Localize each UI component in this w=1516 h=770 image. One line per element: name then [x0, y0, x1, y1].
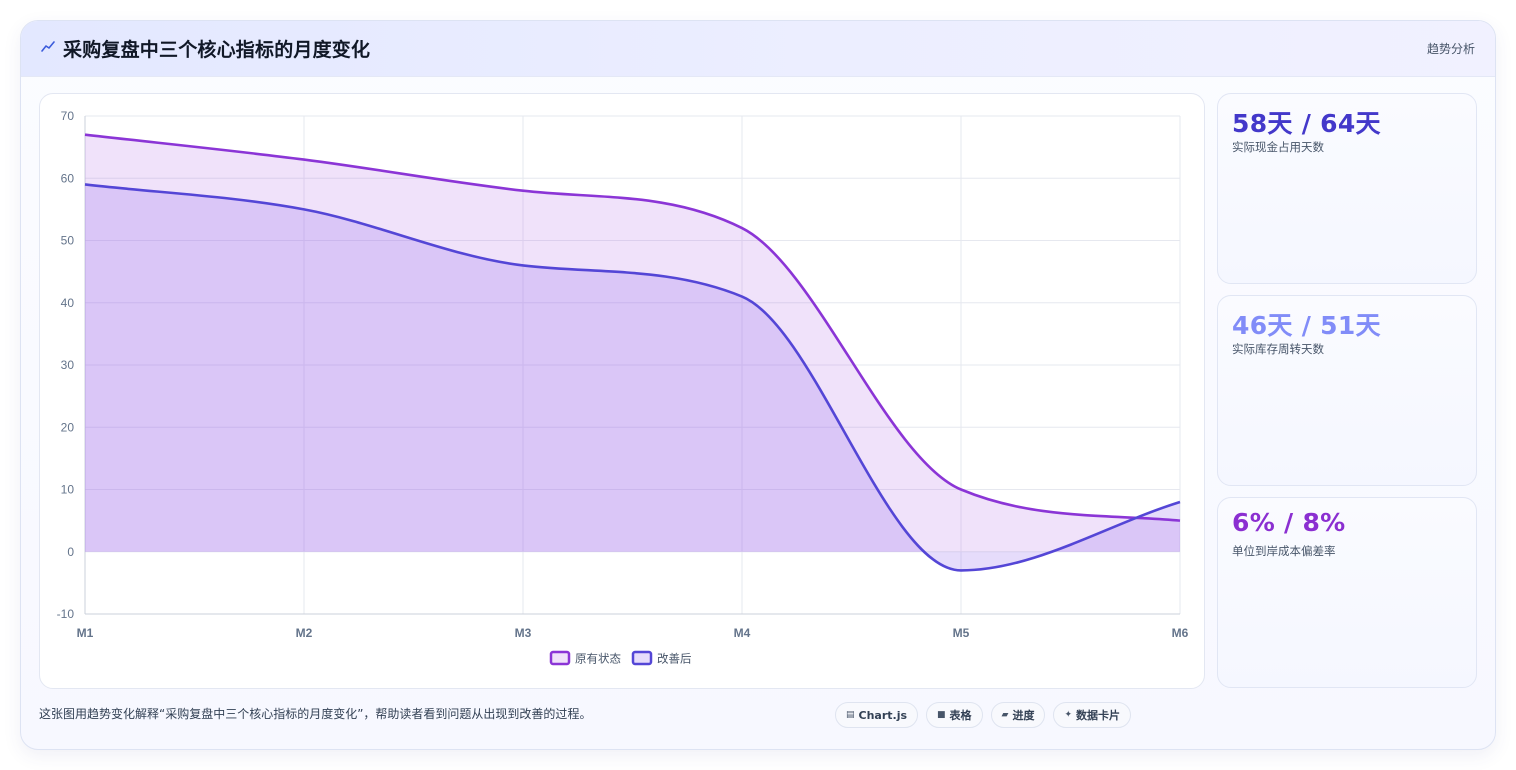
feature-pills: ▤ Chart.js ■ 表格 ▰ 进度 ✦ 数据卡片 — [835, 702, 1132, 728]
x-tick-label: M2 — [296, 626, 313, 640]
dashboard-card: 采购复盘中三个核心指标的月度变化 趋势分析 -10 0 10 20 30 40 50 60 70… — [20, 20, 1496, 750]
trend-icon — [41, 41, 55, 52]
legend-label: 改善后 — [657, 652, 692, 666]
y-tick-label: 30 — [61, 358, 75, 372]
header-bar: 采购复盘中三个核心指标的月度变化 趋势分析 — [21, 21, 1495, 77]
table-icon: ■ — [937, 710, 946, 720]
y-tick-label: 70 — [61, 109, 75, 123]
pill-progress[interactable]: ▰ 进度 — [990, 702, 1046, 728]
y-tick-label: 50 — [61, 234, 75, 248]
pill-table[interactable]: ■ 表格 — [926, 702, 983, 728]
pill-label: Chart.js — [858, 708, 908, 722]
kpi-label: 单位到岸成本偏差率 — [1232, 544, 1336, 558]
x-tick-label: M1 — [77, 626, 94, 640]
x-tick-label: M4 — [734, 626, 751, 640]
series-area — [85, 184, 1180, 571]
y-tick-label: 10 — [61, 483, 75, 497]
kpi-value: 46天 / 51天 — [1232, 311, 1381, 340]
y-tick-label: 0 — [67, 545, 74, 559]
legend-label: 原有状态 — [575, 652, 621, 666]
y-tick-label: 40 — [61, 296, 75, 310]
pill-chartjs[interactable]: ▤ Chart.js — [835, 702, 919, 728]
analysis-tag: 趋势分析 — [1426, 42, 1475, 56]
kpi-card-cost-deviation: 6% / 8% 单位到岸成本偏差率 — [1217, 497, 1477, 688]
kpi-label: 实际现金占用天数 — [1232, 140, 1324, 154]
chart-icon: ▤ — [846, 710, 855, 720]
kpi-value: 6% / 8% — [1232, 508, 1346, 537]
series-line — [84, 183, 1181, 572]
kpi-card-cash-days: 58天 / 64天 实际现金占用天数 — [1217, 93, 1477, 284]
kpi-value: 58天 / 64天 — [1232, 109, 1381, 138]
y-tick-label: 60 — [61, 171, 75, 185]
chart-panel: -10 0 10 20 30 40 50 60 70 M1 M2 M3 M4 M5 M6 原有状态 改善后 — [39, 93, 1205, 689]
line-chart: -10 0 10 20 30 40 50 60 70 M1 M2 M3 M4 M5 M6 原有状态 改善后 — [57, 109, 1189, 666]
kpi-label: 实际库存周转天数 — [1232, 342, 1324, 356]
sparkle-icon: ✦ — [1064, 710, 1073, 720]
pill-label: 数据卡片 — [1076, 709, 1121, 722]
series-line — [84, 133, 1181, 522]
y-tick-label: 20 — [61, 420, 75, 434]
series-area — [85, 134, 1180, 552]
progress-icon: ▰ — [1001, 710, 1009, 720]
kpi-card-inventory-days: 46天 / 51天 实际库存周转天数 — [1217, 295, 1477, 486]
x-tick-label: M5 — [953, 626, 970, 640]
pill-data-card[interactable]: ✦ 数据卡片 — [1053, 702, 1132, 728]
page-title: 采购复盘中三个核心指标的月度变化 — [63, 39, 371, 61]
chart-caption: 这张图用趋势变化解释“采购复盘中三个核心指标的月度变化”，帮助读者看到问题从出现… — [39, 707, 592, 721]
legend-swatch — [549, 650, 571, 666]
pill-label: 进度 — [1012, 709, 1035, 722]
legend-swatch — [631, 650, 653, 666]
x-tick-label: M6 — [1172, 626, 1189, 640]
y-tick-label: -10 — [57, 607, 75, 621]
pill-label: 表格 — [949, 709, 972, 722]
x-tick-label: M3 — [515, 626, 532, 640]
